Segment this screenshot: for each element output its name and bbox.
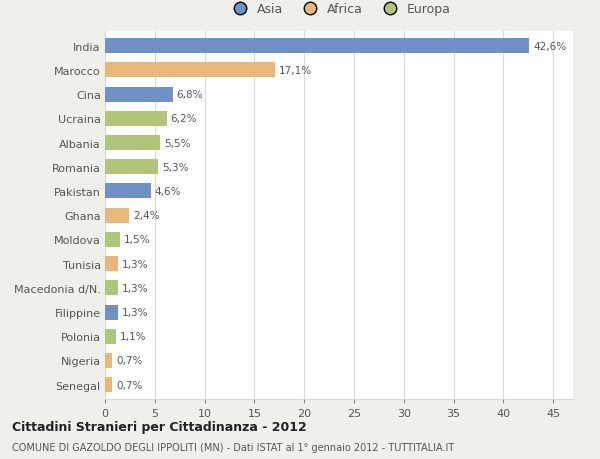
Bar <box>105 184 151 199</box>
Text: 2,4%: 2,4% <box>133 211 160 221</box>
Text: 1,5%: 1,5% <box>124 235 151 245</box>
Text: 1,3%: 1,3% <box>122 283 148 293</box>
Text: Cittadini Stranieri per Cittadinanza - 2012: Cittadini Stranieri per Cittadinanza - 2… <box>12 420 307 433</box>
Text: 6,2%: 6,2% <box>171 114 197 124</box>
Bar <box>105 305 118 320</box>
Bar <box>105 39 529 54</box>
Bar <box>105 160 158 175</box>
Bar <box>105 208 129 223</box>
Text: 1,1%: 1,1% <box>120 331 146 341</box>
Bar <box>105 63 275 78</box>
Text: 0,7%: 0,7% <box>116 356 142 366</box>
Text: 42,6%: 42,6% <box>533 42 566 51</box>
Text: COMUNE DI GAZOLDO DEGLI IPPOLITI (MN) - Dati ISTAT al 1° gennaio 2012 - TUTTITAL: COMUNE DI GAZOLDO DEGLI IPPOLITI (MN) - … <box>12 442 454 452</box>
Text: 5,3%: 5,3% <box>162 162 188 173</box>
Bar <box>105 377 112 392</box>
Bar <box>105 281 118 296</box>
Text: 1,3%: 1,3% <box>122 308 148 317</box>
Text: 1,3%: 1,3% <box>122 259 148 269</box>
Text: 0,7%: 0,7% <box>116 380 142 390</box>
Text: 4,6%: 4,6% <box>155 186 181 196</box>
Bar <box>105 112 167 127</box>
Text: 17,1%: 17,1% <box>279 66 313 76</box>
Text: 5,5%: 5,5% <box>164 138 190 148</box>
Bar <box>105 232 120 247</box>
Bar <box>105 257 118 272</box>
Legend: Asia, Africa, Europa: Asia, Africa, Europa <box>228 4 450 17</box>
Bar <box>105 136 160 151</box>
Text: 6,8%: 6,8% <box>176 90 203 100</box>
Bar <box>105 88 173 102</box>
Bar <box>105 329 116 344</box>
Bar <box>105 353 112 368</box>
